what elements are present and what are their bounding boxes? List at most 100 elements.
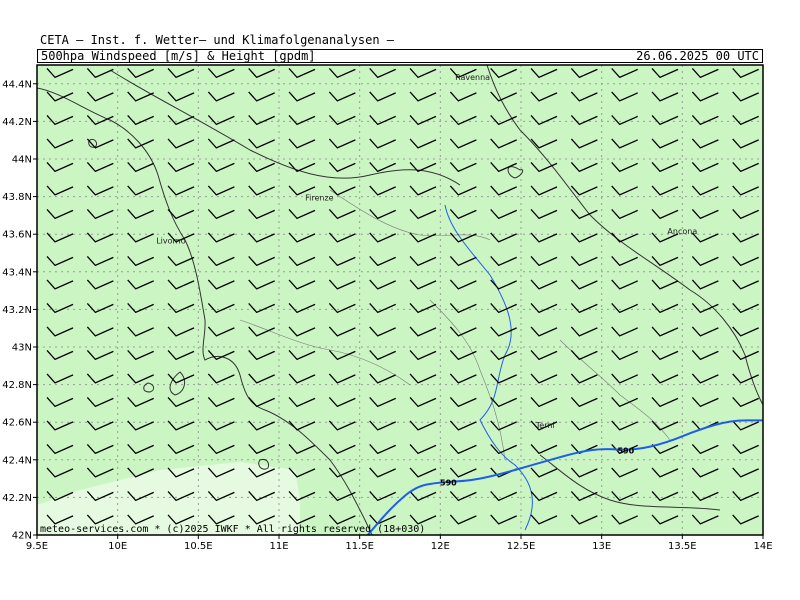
wind-barb — [449, 467, 477, 478]
chart-valid-date: 26.06.2025 00 UTC — [636, 49, 759, 63]
wind-barb — [651, 232, 679, 243]
wind-barb — [691, 490, 719, 502]
wind-barb — [86, 514, 114, 525]
wind-barb — [570, 467, 598, 478]
wind-barb — [732, 91, 759, 102]
wind-barb — [691, 67, 719, 79]
wind-barb — [490, 420, 517, 431]
wind-barb — [611, 302, 638, 314]
wind-barb — [530, 91, 558, 102]
city-label: Ancona — [667, 227, 697, 236]
y-tick-label: 42.6N — [2, 418, 32, 429]
wind-barb — [691, 467, 719, 478]
wind-barb — [46, 326, 74, 337]
wind-barb — [46, 91, 74, 102]
wind-barb — [127, 255, 154, 267]
wind-barb — [651, 91, 679, 102]
wind-barb — [369, 396, 396, 408]
wind-barb — [86, 326, 114, 337]
wind-barb — [570, 208, 598, 220]
wind-barb — [248, 490, 275, 502]
wind-barb — [611, 279, 638, 290]
x-tick-label: 9.5E — [26, 541, 48, 552]
wind-barb — [732, 161, 759, 173]
wind-barb — [288, 326, 316, 337]
wind-barb — [167, 302, 195, 314]
wind-barb — [691, 232, 719, 243]
chart-parameter-label: 500hpa_Windspeed_[m/s]_&_Height_[gpdm] — [41, 49, 316, 63]
wind-barb — [409, 67, 437, 79]
map-background — [37, 65, 763, 535]
wind-barb — [207, 67, 235, 79]
wind-barb — [651, 255, 679, 267]
wind-barbs — [46, 67, 759, 525]
wind-barb — [369, 349, 396, 361]
x-tick-label: 11.5E — [345, 541, 374, 552]
wind-barb — [570, 349, 598, 361]
wind-barb — [732, 396, 759, 408]
wind-barb — [369, 114, 396, 126]
wind-barb — [86, 420, 114, 431]
wind-barb — [732, 373, 759, 384]
wind-barb — [86, 161, 114, 173]
wind-barb — [732, 67, 759, 79]
wind-barb — [328, 67, 356, 79]
wind-barb — [167, 255, 195, 267]
wind-barb — [691, 255, 719, 267]
wind-barb — [248, 420, 275, 431]
wind-barb — [732, 138, 759, 149]
wind-barb — [248, 138, 275, 149]
wind-barb — [288, 467, 316, 478]
wind-barb — [328, 490, 356, 502]
wind-barb — [167, 208, 195, 220]
wind-barb — [167, 138, 195, 149]
wind-barb — [570, 185, 598, 196]
wind-barb — [369, 443, 396, 455]
wind-barb — [46, 255, 74, 267]
wind-barb — [127, 326, 154, 337]
wind-barb — [409, 349, 437, 361]
wind-barb — [409, 490, 437, 502]
wind-barb — [570, 138, 598, 149]
wind-barb — [651, 208, 679, 220]
wind-barb — [369, 420, 396, 431]
y-tick-label: 43.6N — [2, 230, 32, 241]
wind-barb — [530, 396, 558, 408]
wind-barb — [732, 255, 759, 267]
wind-barb — [530, 467, 558, 478]
wind-barb — [651, 443, 679, 455]
wind-barb — [449, 326, 477, 337]
wind-barb — [167, 232, 195, 243]
wind-barb — [611, 114, 638, 126]
wind-barb — [207, 326, 235, 337]
wind-barb — [127, 208, 154, 220]
coast-segment — [486, 65, 763, 406]
wind-barb — [651, 279, 679, 290]
wind-barb — [167, 326, 195, 337]
wind-barb — [409, 396, 437, 408]
wind-barb — [732, 114, 759, 126]
wind-barb — [651, 302, 679, 314]
wind-barb — [86, 114, 114, 126]
wind-barb — [207, 185, 235, 196]
y-tick-label: 44N — [12, 155, 32, 166]
wind-barb — [328, 514, 356, 525]
wind-barb — [46, 232, 74, 243]
wind-barb — [611, 373, 638, 384]
wind-barb — [691, 514, 719, 525]
wind-barb — [611, 91, 638, 102]
wind-barb — [651, 349, 679, 361]
wind-barb — [369, 185, 396, 196]
wind-barb — [732, 185, 759, 196]
wind-barb — [570, 326, 598, 337]
region-border — [239, 319, 411, 386]
wind-barb — [732, 302, 759, 314]
wind-barb — [207, 443, 235, 455]
wind-barb — [570, 443, 598, 455]
y-tick-label: 42.4N — [2, 455, 32, 466]
contour-label: 590 — [440, 478, 457, 487]
wind-barb — [86, 396, 114, 408]
wind-barb — [288, 185, 316, 196]
wind-barb — [127, 67, 154, 79]
